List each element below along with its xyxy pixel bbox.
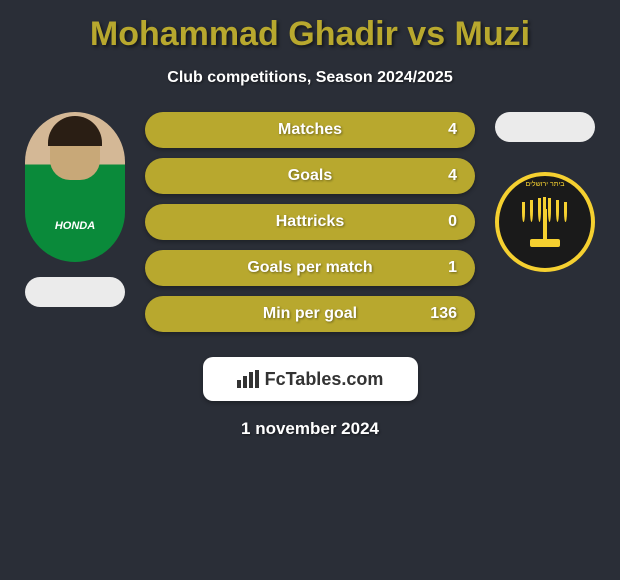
stat-bar-min-per-goal: Min per goal 136 (145, 296, 475, 332)
stat-value: 0 (448, 213, 457, 231)
jersey-sponsor: HONDA (55, 220, 95, 232)
player-left-column: HONDA (15, 112, 135, 307)
comparison-title: Mohammad Ghadir vs Muzi (10, 15, 610, 54)
stat-label: Goals (288, 167, 332, 185)
stat-bar-goals-per-match: Goals per match 1 (145, 250, 475, 286)
comparison-container: Mohammad Ghadir vs Muzi Club competition… (0, 0, 620, 580)
stat-label: Goals per match (247, 259, 372, 277)
player-left-photo: HONDA (25, 112, 125, 262)
stat-value: 4 (448, 121, 457, 139)
main-content: HONDA Matches 4 Goals 4 Hattricks 0 Goal… (10, 112, 610, 342)
stat-bar-matches: Matches 4 (145, 112, 475, 148)
stat-label: Matches (278, 121, 342, 139)
stats-column: Matches 4 Goals 4 Hattricks 0 Goals per … (135, 112, 485, 342)
fctables-logo: FcTables.com (237, 369, 384, 390)
menorah-icon (520, 197, 570, 247)
date-text: 1 november 2024 (10, 419, 610, 439)
brand-text: FcTables.com (265, 369, 384, 390)
stat-label: Min per goal (263, 305, 357, 323)
player-right-badge (495, 112, 595, 142)
chart-icon (237, 370, 259, 388)
hebrew-text-icon: ביתר ירושלים (525, 181, 564, 188)
comparison-subtitle: Club competitions, Season 2024/2025 (10, 69, 610, 87)
stat-bar-hattricks: Hattricks 0 (145, 204, 475, 240)
player-left-badge (25, 277, 125, 307)
player-right-club-logo: ביתר ירושלים (495, 172, 595, 272)
stat-label: Hattricks (276, 213, 344, 231)
stat-value: 4 (448, 167, 457, 185)
player-right-column: ביתר ירושלים (485, 112, 605, 272)
stat-value: 1 (448, 259, 457, 277)
stat-value: 136 (430, 305, 457, 323)
stat-bar-goals: Goals 4 (145, 158, 475, 194)
footer-brand-badge: FcTables.com (203, 357, 418, 401)
